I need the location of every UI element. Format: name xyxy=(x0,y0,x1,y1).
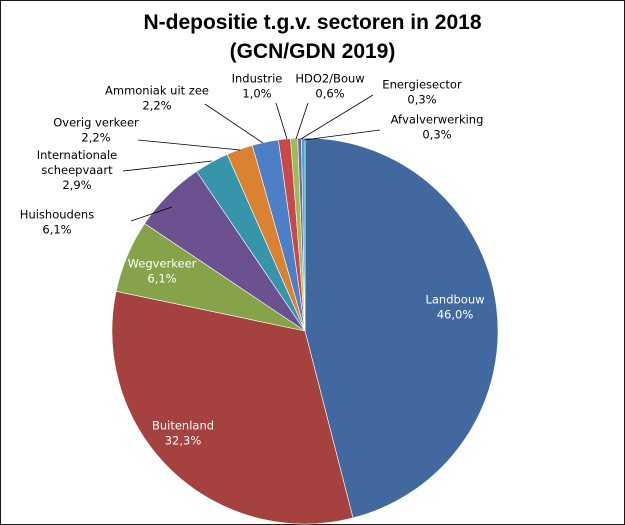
leader-line-ammoniak-uit-zee xyxy=(204,103,264,144)
slice-label-line: 2,9% xyxy=(62,178,91,192)
slice-buitenland xyxy=(111,290,354,525)
slice-label-line: HDO2/Bouw xyxy=(295,72,364,86)
slice-label-ammoniak-uit-zee: Ammoniak uit zee 2,2% xyxy=(105,84,209,113)
slice-label-hdo2-bouw: HDO2/Bouw 0,6% xyxy=(295,72,364,101)
slice-label-industrie: Industrie 1,0% xyxy=(232,72,283,101)
slice-label-afvalverwerking: Afvalverwerking 0,3% xyxy=(391,113,484,142)
slice-label-line: Wegverkeer xyxy=(128,257,197,271)
slice-label-landbouw: Landbouw 46,0% xyxy=(425,293,484,322)
pie-slices xyxy=(111,137,499,525)
leader-lines xyxy=(122,94,381,222)
leader-line-internationale-scheepvaart xyxy=(122,160,213,172)
slice-label-line: Internationale xyxy=(37,148,117,162)
slice-label-line: Ammoniak uit zee xyxy=(105,84,209,98)
slice-label-line: 0,3% xyxy=(407,93,436,107)
slice-label-line: 1,0% xyxy=(242,87,271,101)
slice-label-line: 32,3% xyxy=(165,434,202,448)
slice-labels: Landbouw 46,0%Buitenland 32,3%Wegverkeer 6,… xyxy=(20,72,485,448)
leader-line-afvalverwerking xyxy=(303,129,381,141)
slice-label-wegverkeer: Wegverkeer 6,1% xyxy=(128,257,197,286)
leader-line-energiesector xyxy=(300,94,374,140)
slice-label-line: 6,1% xyxy=(42,223,71,237)
leader-line-huishoudens xyxy=(130,206,173,222)
slice-landbouw xyxy=(304,137,499,519)
slice-label-huishoudens: Huishoudens 6,1% xyxy=(20,208,94,237)
slice-label-line: 0,3% xyxy=(422,128,451,142)
slice-label-line: 2,2% xyxy=(142,99,171,113)
slice-label-buitenland: Buitenland 32,3% xyxy=(152,419,214,448)
slice-label-overig-verkeer: Overig verkeer 2,2% xyxy=(53,116,139,145)
slice-label-line: 2,2% xyxy=(81,131,110,145)
slice-label-line: scheepvaart xyxy=(41,163,113,177)
slice-label-energiesector: Energiesector 0,3% xyxy=(382,78,462,107)
leader-line-industrie xyxy=(275,102,288,140)
slice-label-line: 0,6% xyxy=(315,87,344,101)
chart-title-line-2: (GCN/GDN 2019) xyxy=(229,40,396,63)
slice-label-line: Afvalverwerking xyxy=(391,113,484,127)
slice-label-line: Industrie xyxy=(232,72,283,86)
slice-label-line: Landbouw xyxy=(425,293,484,307)
chart-title: N-depositie t.g.v. sectoren in 2018 (GCN… xyxy=(0,8,625,66)
chart-title-line-1: N-depositie t.g.v. sectoren in 2018 xyxy=(143,11,482,34)
slice-label-line: Buitenland xyxy=(152,419,214,433)
leader-line-hdo2-bouw xyxy=(295,102,309,140)
leader-line-overig-verkeer xyxy=(137,139,241,151)
slice-label-internationale-scheepvaart: Internationale scheepvaart 2,9% xyxy=(37,148,117,192)
slice-label-line: Overig verkeer xyxy=(53,116,139,130)
slice-label-line: 6,1% xyxy=(147,272,176,286)
slice-label-line: Huishoudens xyxy=(20,208,94,222)
slice-label-line: 46,0% xyxy=(437,308,474,322)
slice-label-line: Energiesector xyxy=(382,78,462,92)
